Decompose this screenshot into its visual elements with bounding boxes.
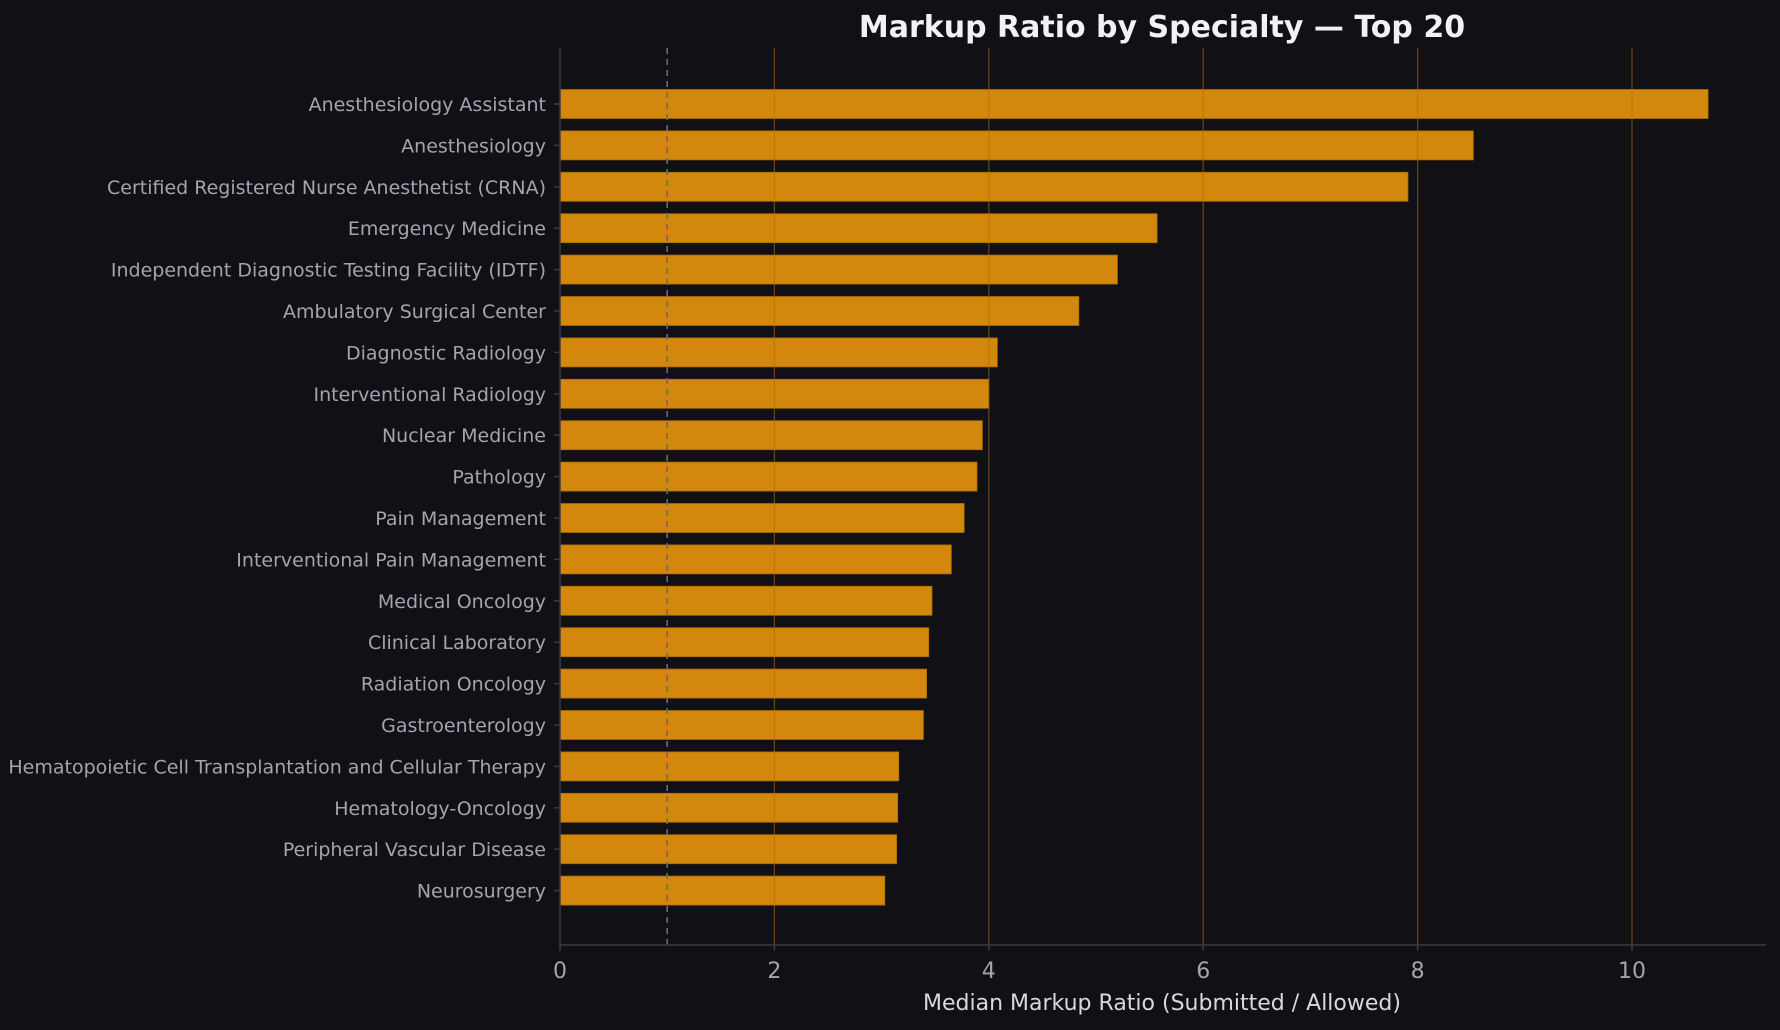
category-label: Hematopoietic Cell Transplantation and C… xyxy=(8,756,546,778)
category-label: Nuclear Medicine xyxy=(382,425,546,447)
x-tick-label: 6 xyxy=(1196,959,1210,984)
bar xyxy=(559,585,933,616)
category-label: Emergency Medicine xyxy=(348,218,546,240)
category-label: Clinical Laboratory xyxy=(368,632,546,654)
bar xyxy=(559,503,965,533)
x-tick-labels: 0 2 4 6 8 10 xyxy=(553,959,1646,984)
category-label: Gastroenterology xyxy=(381,715,546,737)
category-label: Certified Registered Nurse Anesthetist (… xyxy=(107,177,546,199)
gridlines-over-bars xyxy=(666,48,1633,945)
category-label: Peripheral Vascular Disease xyxy=(283,839,546,861)
chart-title: Markup Ratio by Specialty — Top 20 xyxy=(859,10,1465,45)
x-tick-label: 0 xyxy=(553,959,567,984)
category-label: Anesthesiology Assistant xyxy=(309,94,546,116)
category-label: Neurosurgery xyxy=(417,881,546,903)
bar xyxy=(559,710,924,740)
bar xyxy=(559,627,930,658)
x-tick-label: 4 xyxy=(982,959,996,984)
bar xyxy=(559,792,899,823)
bar xyxy=(559,875,886,906)
bar xyxy=(559,296,1080,326)
bar xyxy=(559,337,998,368)
bar xyxy=(559,668,928,699)
category-label: Anesthesiology xyxy=(401,135,546,157)
category-label: Hematology-Oncology xyxy=(334,798,546,820)
category-label: Pathology xyxy=(452,467,546,489)
x-axis-label: Median Markup Ratio (Submitted / Allowed… xyxy=(923,991,1401,1016)
bar xyxy=(559,420,983,451)
bar xyxy=(559,130,1474,161)
bar xyxy=(559,461,978,492)
bar xyxy=(559,213,1158,244)
bar xyxy=(559,254,1118,285)
category-label: Radiation Oncology xyxy=(361,674,546,696)
category-label: Pain Management xyxy=(375,508,546,530)
category-label: Ambulatory Surgical Center xyxy=(283,301,546,323)
category-label: Diagnostic Radiology xyxy=(346,342,546,364)
bar xyxy=(559,544,952,575)
bar xyxy=(559,89,1709,119)
category-label: Medical Oncology xyxy=(378,591,546,613)
category-label: Independent Diagnostic Testing Facility … xyxy=(111,260,546,282)
category-labels: Anesthesiology Assistant Anesthesiology Ce… xyxy=(8,94,546,903)
bar xyxy=(559,171,1409,202)
axes xyxy=(554,48,1766,951)
bars xyxy=(559,89,1709,906)
x-tick-label: 8 xyxy=(1411,959,1425,984)
x-tick-label: 2 xyxy=(767,959,781,984)
bar xyxy=(559,834,898,865)
x-tick-label: 10 xyxy=(1618,959,1646,984)
bar xyxy=(559,751,900,782)
category-label: Interventional Radiology xyxy=(313,384,546,406)
category-label: Interventional Pain Management xyxy=(236,549,546,571)
